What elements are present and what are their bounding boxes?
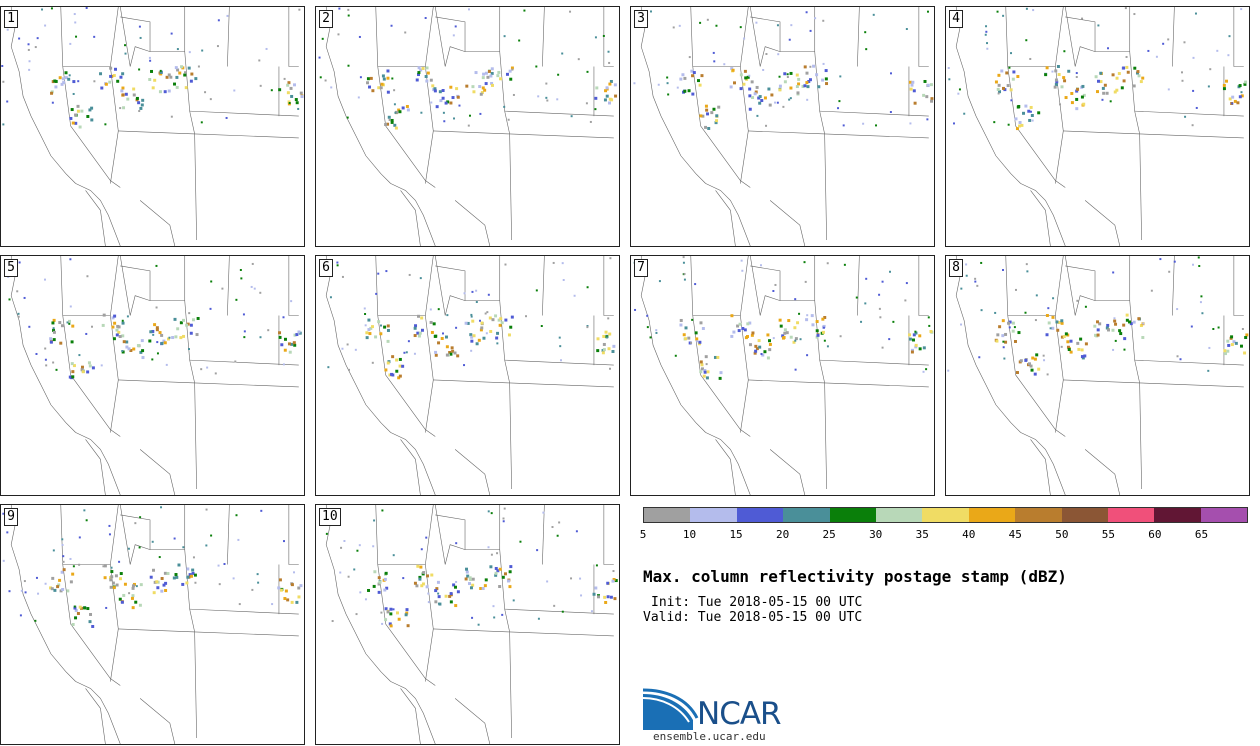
colorbar-swatch: [1061, 508, 1108, 522]
map-panel-1: 1: [0, 6, 305, 247]
map-panel-8: 8: [945, 255, 1250, 496]
basemap-svg: [1, 7, 304, 246]
colorbar-swatch: [736, 508, 784, 522]
ensemble-url: ensemble.ucar.edu: [653, 730, 766, 743]
colorbar-swatch: [1154, 508, 1201, 522]
map-panel-6: 6: [315, 255, 620, 496]
colorbar-tick-label: 30: [869, 528, 883, 541]
panel-label: 3: [634, 10, 648, 28]
colorbar-tick-label: 10: [682, 528, 697, 541]
panel-label: 10: [319, 508, 341, 526]
panel-label: 4: [949, 10, 963, 28]
basemap-svg: [947, 7, 1248, 246]
colorbar-tick-label: 40: [962, 528, 976, 541]
reflectivity-colorbar: [643, 507, 1248, 523]
colorbar-swatch: [1015, 508, 1062, 522]
colorbar-swatch: [829, 508, 876, 522]
basemap-svg: [325, 256, 616, 495]
colorbar-swatch: [690, 508, 737, 522]
basemap-svg: [633, 7, 934, 246]
map-panel-10: 10: [315, 504, 620, 745]
colorbar-ticks: 5 10 15 20 25 30 35 40 45 50 55 60 65: [639, 528, 1248, 542]
ncar-logo-icon: [643, 688, 699, 730]
colorbar-swatch: [875, 508, 923, 522]
basemap-svg: [7, 256, 302, 495]
panel-label: 2: [319, 10, 333, 28]
panel-label: 7: [634, 259, 648, 277]
panel-label: 9: [4, 508, 18, 526]
colorbar-swatch: [922, 508, 969, 522]
init-time: Init: Tue 2018-05-15 00 UTC: [651, 595, 863, 610]
colorbar-swatch: [1107, 508, 1155, 522]
basemap-svg: [325, 505, 618, 744]
map-panel-3: 3: [630, 6, 935, 247]
panel-label: 5: [4, 259, 18, 277]
ncar-logo-text: NCAR: [697, 696, 782, 732]
colorbar-tick-label: 50: [1055, 528, 1069, 541]
colorbar-tick-label: 5: [639, 528, 647, 541]
colorbar-tick-label: 35: [915, 528, 929, 541]
colorbar-tick-label: 65: [1194, 528, 1209, 541]
colorbar-tick-label: 25: [822, 528, 836, 541]
colorbar-tick-label: 15: [729, 528, 743, 541]
colorbar-swatch: [644, 508, 691, 522]
map-panel-4: 4: [945, 6, 1250, 247]
basemap-svg: [318, 7, 618, 246]
colorbar-tick-label: 55: [1101, 528, 1115, 541]
basemap-svg: [947, 256, 1249, 495]
panel-label: 8: [949, 259, 963, 277]
panel-label: 6: [319, 259, 333, 277]
colorbar-swatch: [783, 508, 830, 522]
map-panel-2: 2: [315, 6, 620, 247]
map-panel-5: 5: [0, 255, 305, 496]
colorbar-tick-label: 60: [1148, 528, 1162, 541]
valid-time: Valid: Tue 2018-05-15 00 UTC: [643, 610, 863, 625]
basemap-svg: [633, 256, 934, 495]
colorbar-swatch: [1200, 508, 1248, 522]
map-panel-9: 9: [0, 504, 305, 745]
colorbar-tick-label: 20: [775, 528, 790, 541]
basemap-svg: [2, 505, 303, 744]
colorbar-tick-label: 45: [1008, 528, 1022, 541]
figure-title: Max. column reflectivity postage stamp (…: [643, 567, 1067, 586]
map-panel-7: 7: [630, 255, 935, 496]
colorbar-swatch: [968, 508, 1016, 522]
panel-label: 1: [4, 10, 18, 28]
